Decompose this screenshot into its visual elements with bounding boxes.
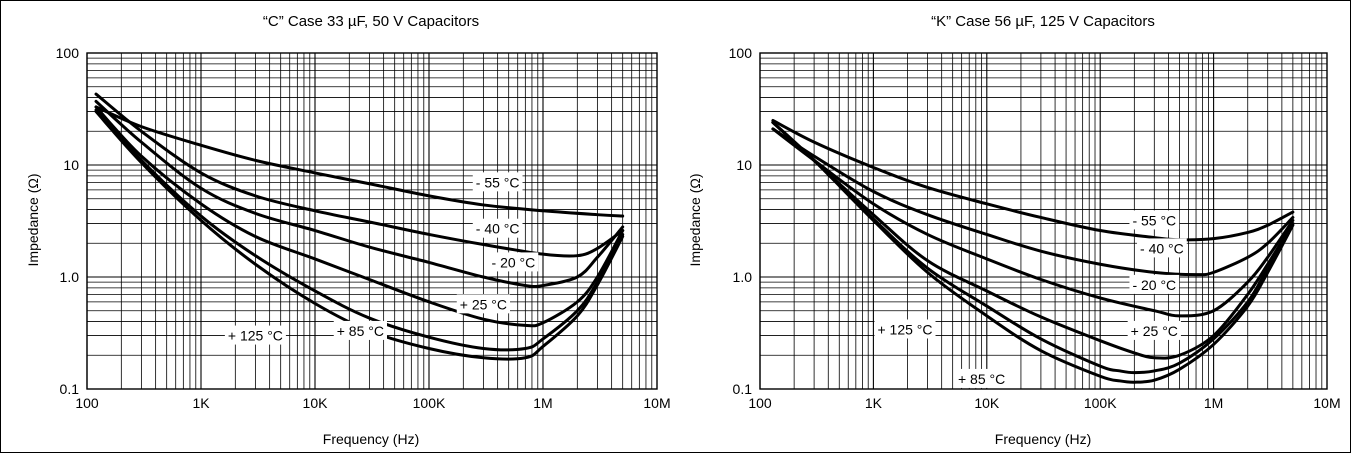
chart-curve-labels: - 55 °C - 40 °C - 20 °C + 25 °C + 85 °C + 125… [224, 172, 539, 345]
x-axis-label: Frequency (Hz) [995, 431, 1091, 447]
x-axis-label: Frequency (Hz) [323, 431, 419, 447]
x-tick-label: 1K [192, 395, 210, 411]
chart-k-case: “K” Case 56 µF, 125 V Capacitors - 55 °C… [687, 13, 1341, 447]
series-label-bg [472, 172, 523, 192]
y-tick-label: 0.1 [733, 381, 753, 397]
x-tick-label: 1M [1204, 395, 1223, 411]
x-tick-label: 100K [1084, 395, 1117, 411]
series-label-bg [224, 325, 286, 345]
series-label: - 55 °C [472, 172, 523, 192]
x-tick-label: 100 [75, 395, 99, 411]
series-label: + 25 °C [456, 294, 511, 314]
y-tick-label: 10 [736, 157, 752, 173]
x-tick-label: 100K [413, 395, 446, 411]
series-label: - 20 °C [488, 252, 539, 272]
y-tick-label: 10 [63, 157, 79, 173]
series-label: + 85 °C [954, 368, 1009, 388]
chart-c-case: “C” Case 33 µF, 50 V Capacitors - 55 °C-… [25, 13, 671, 447]
chart-tick-labels: 100 1K 10K 100K 1M 10M 0.1 1.0 10 100 [56, 45, 671, 411]
y-tick-label: 0.1 [60, 381, 80, 397]
chart-grid [86, 52, 658, 390]
chart-curve-labels: - 55 °C - 40 °C - 20 °C + 25 °C + 125 °C + 85… [874, 210, 1187, 388]
x-tick-label: 10K [303, 395, 329, 411]
series-line [771, 118, 1295, 242]
series-label-bg [1129, 274, 1180, 294]
series-label-bg [1129, 210, 1180, 230]
series-label: + 25 °C [1127, 320, 1181, 340]
series-label-bg [1137, 238, 1187, 258]
series-label-text: - 55 °C [1132, 212, 1176, 228]
series-label-bg [472, 218, 523, 238]
series-label-bg [1127, 320, 1181, 340]
series-label: - 55 °C [1129, 210, 1180, 230]
series-label-bg [333, 320, 387, 340]
series-line [771, 127, 1295, 277]
series-label-bg [488, 252, 539, 272]
series-line [94, 108, 625, 352]
series-label-bg [954, 368, 1009, 388]
series-line [771, 120, 1295, 384]
series-label-text: + 85 °C [958, 371, 1005, 387]
series-line [94, 99, 625, 289]
x-tick-label: 10M [1313, 395, 1340, 411]
series-label-bg [874, 319, 936, 339]
series-line [771, 120, 1295, 360]
series-label: - 20 °C [1129, 274, 1180, 294]
series-label: - 40 °C [1137, 238, 1187, 258]
series-label-text: - 20 °C [492, 254, 536, 270]
series-label: + 125 °C [874, 319, 936, 339]
x-tick-label: 1M [533, 395, 552, 411]
series-label-text: - 40 °C [1140, 240, 1184, 256]
x-tick-label: 10M [643, 395, 670, 411]
series-label-text: + 25 °C [460, 296, 507, 312]
plot-frame [759, 52, 1328, 390]
x-tick-label: 10K [974, 395, 1000, 411]
y-tick-label: 1.0 [733, 269, 753, 285]
series-line [94, 105, 625, 328]
series-label-text: - 55 °C [476, 174, 520, 190]
series-label-text: + 125 °C [228, 328, 283, 344]
chart-tick-labels: 100 1K 10K 100K 1M 10M 0.1 1.0 10 100 [729, 45, 1341, 411]
x-tick-label: 100 [748, 395, 772, 411]
series-label-text: + 25 °C [1131, 323, 1178, 339]
plot-frame [86, 52, 658, 390]
series-label: - 40 °C [472, 218, 523, 238]
series-label-text: - 40 °C [476, 221, 520, 237]
chart-title: “C” Case 33 µF, 50 V Capacitors [263, 13, 479, 30]
series-label: + 85 °C [333, 320, 387, 340]
series-line [771, 127, 1295, 318]
series-line [94, 92, 625, 258]
series-line [94, 105, 625, 218]
y-axis-label: Impedance (Ω) [25, 174, 41, 267]
chart-curves [94, 92, 625, 361]
series-label-text: - 20 °C [1132, 277, 1176, 293]
y-tick-label: 1.0 [60, 269, 80, 285]
y-tick-label: 100 [729, 45, 753, 61]
series-label: + 125 °C [224, 325, 286, 345]
series-line [94, 110, 625, 361]
series-label-text: + 125 °C [877, 321, 932, 337]
chart-title: “K” Case 56 µF, 125 V Capacitors [931, 13, 1155, 30]
chart-curves [771, 118, 1295, 384]
series-label-text: + 85 °C [337, 323, 384, 339]
y-tick-label: 100 [56, 45, 80, 61]
x-tick-label: 1K [865, 395, 883, 411]
y-axis-label: Impedance (Ω) [687, 174, 703, 267]
series-label-bg [456, 294, 511, 314]
